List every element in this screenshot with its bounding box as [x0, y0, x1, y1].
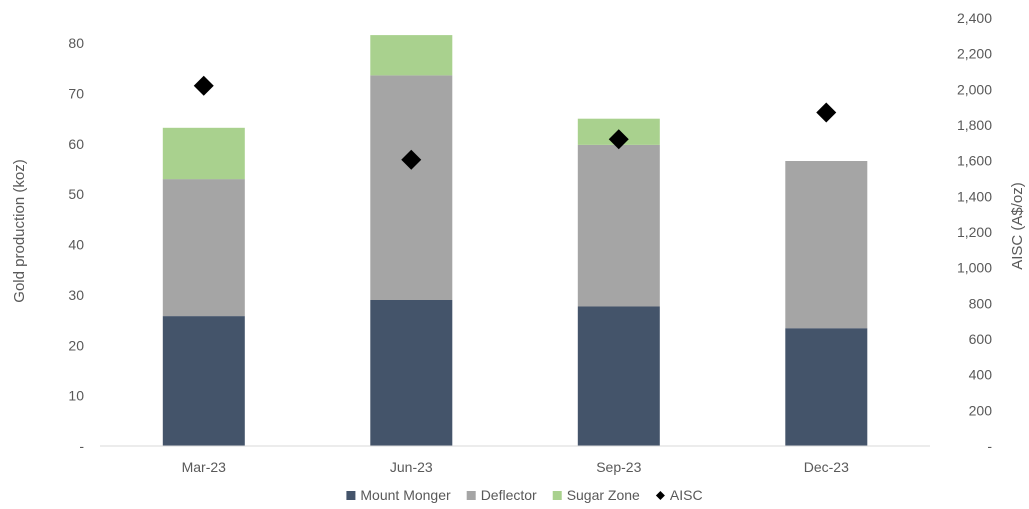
y-tick-label: 30 — [68, 287, 84, 303]
y2-tick-label: 400 — [969, 367, 993, 383]
aisc-marker-sep-23 — [608, 129, 629, 150]
y-tick-label: 60 — [68, 136, 84, 152]
y-axis-title: Gold production (koz) — [11, 159, 28, 302]
bar-deflector-dec-23 — [785, 161, 868, 329]
bar-mount-monger-dec-23 — [785, 328, 868, 446]
y-tick-label: 40 — [68, 237, 84, 253]
axes-layer: Mar-23 Jun-23 Sep-23 Dec-23 - 10 20 30 40 50 60 70 8… — [68, 10, 992, 475]
bar-deflector-sep-23 — [577, 144, 660, 307]
x-tick-label: Sep-23 — [596, 459, 641, 475]
y2-tick-label: 2,400 — [957, 10, 992, 26]
y2-tick-label: 1,600 — [957, 153, 992, 169]
x-tick-label: Dec-23 — [804, 459, 849, 475]
legend-label: Mount Monger — [360, 487, 451, 503]
y2-tick-label: 1,800 — [957, 117, 992, 133]
y2-tick-label: 2,200 — [957, 46, 992, 62]
legend-label: Sugar Zone — [567, 487, 640, 503]
legend-swatch-aisc — [655, 491, 665, 500]
bar-sugar-zone-mar-23 — [162, 127, 245, 180]
aisc-marker-dec-23 — [816, 102, 837, 123]
bar-deflector-jun-23 — [370, 75, 453, 301]
legend-swatch-sugar-zone — [552, 491, 562, 500]
legend: Mount Monger Deflector Sugar Zone AISC — [346, 487, 703, 503]
y2-axis-title: AISC (A$/oz) — [1009, 182, 1026, 270]
y2-tick-label: 1,400 — [957, 188, 992, 204]
bar-deflector-mar-23 — [162, 179, 245, 317]
x-tick-label: Jun-23 — [390, 459, 433, 475]
legend-swatch-deflector — [466, 491, 476, 500]
bar-mount-monger-mar-23 — [162, 316, 245, 446]
aisc-marker-mar-23 — [193, 75, 214, 96]
legend-swatch-mount-monger — [346, 491, 356, 500]
y2-tick-label: 2,000 — [957, 81, 992, 97]
legend-label: Deflector — [481, 487, 537, 503]
y-tick-label: 70 — [68, 86, 84, 102]
aisc-marker-jun-23 — [401, 149, 422, 170]
x-tick-label: Mar-23 — [182, 459, 227, 475]
y2-tick-label: 800 — [969, 295, 993, 311]
legend-label: AISC — [670, 487, 703, 503]
y-tick-label: 80 — [68, 35, 84, 51]
y2-tick-label: - — [987, 438, 992, 454]
bar-mount-monger-jun-23 — [370, 300, 453, 446]
bar-sugar-zone-jun-23 — [370, 35, 453, 76]
y2-tick-label: 200 — [969, 402, 993, 418]
bars-layer — [162, 35, 868, 446]
y2-tick-label: 1,200 — [957, 224, 992, 240]
bar-mount-monger-sep-23 — [577, 306, 660, 446]
y2-tick-label: 1,000 — [957, 260, 992, 276]
y2-tick-label: 600 — [969, 331, 993, 347]
y-tick-label: 20 — [68, 337, 84, 353]
y-tick-label: 50 — [68, 186, 84, 202]
y-tick-label: 10 — [68, 388, 84, 404]
aisc-markers-layer — [193, 75, 837, 170]
y-tick-label: - — [79, 438, 84, 454]
